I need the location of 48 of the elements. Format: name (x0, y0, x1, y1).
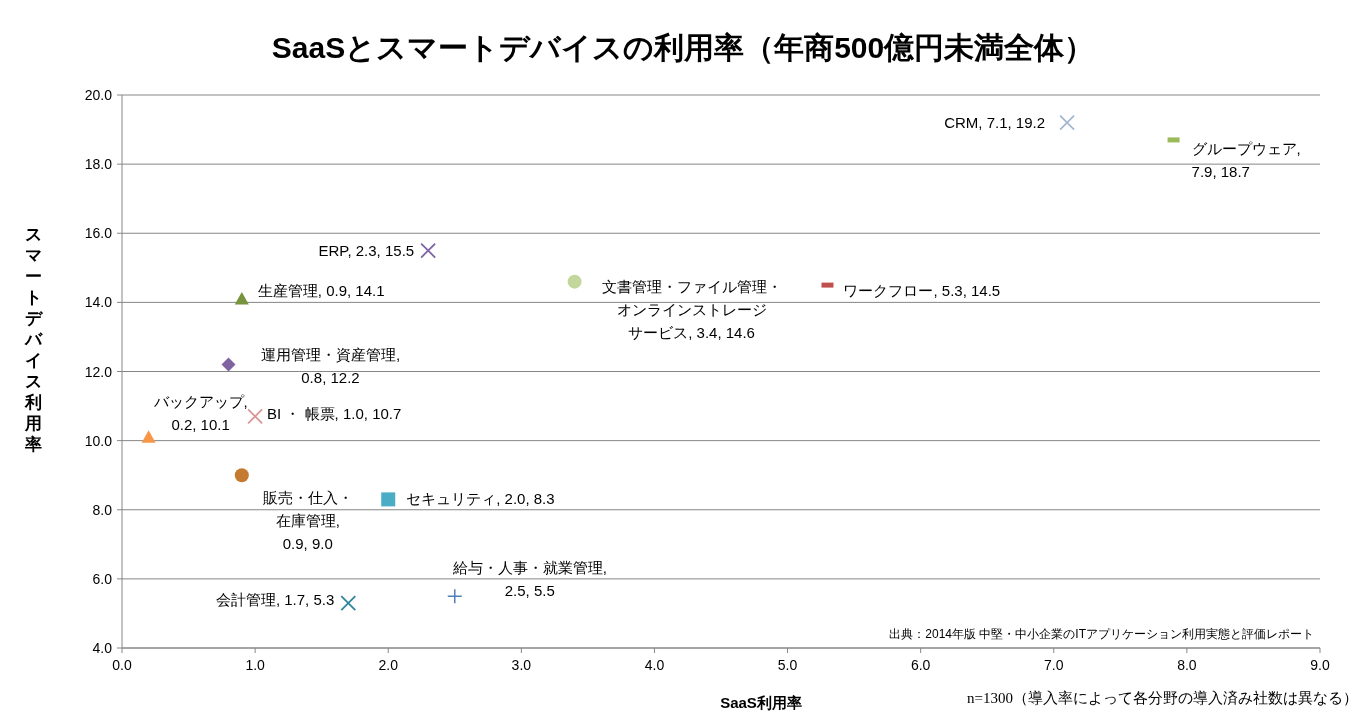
data-label: グループウェア, 7.9, 18.7 (1191, 139, 1301, 180)
point (420, 242, 437, 259)
data-label: CRM, 7.1, 19.2 (944, 113, 1046, 131)
chart-title: SaaSとスマートデバイスの利用率（年商500億円未満全体） (271, 31, 1095, 64)
x-tick-label: 2.0 (378, 657, 399, 673)
x-tick-label: 7.0 (1044, 657, 1064, 673)
point (234, 291, 249, 305)
point (1059, 114, 1075, 131)
x-tick-label: 8.0 (1177, 657, 1197, 673)
point (221, 357, 236, 372)
data-label: セキュリティ, 2.0, 8.3 (406, 490, 555, 508)
x-tick-label: 9.0 (1310, 657, 1330, 673)
x-tick-label: 4.0 (644, 657, 665, 673)
point (141, 430, 156, 443)
y-tick-label: 20.0 (84, 87, 113, 103)
y-tick-label: 14.0 (84, 294, 113, 311)
x-axis-title: SaaS利用率 (720, 694, 802, 711)
data-label: 販売・仕入・在庫管理, 0.9, 9.0 (262, 489, 353, 553)
y-tick-label: 8.0 (92, 501, 113, 518)
data-label: 文書管理・ファイル管理・オンラインストレージサービス, 3.4, 14.6 (601, 277, 782, 341)
point (381, 492, 396, 507)
data-label: 会計管理, 1.7, 5.3 (215, 591, 335, 609)
x-tick-label: 5.0 (777, 657, 798, 673)
y-tick-label: 12.0 (84, 363, 113, 380)
y-tick-label: 16.0 (84, 225, 113, 242)
point (234, 468, 249, 483)
data-label: BI ・ 帳票, 1.0, 10.7 (267, 405, 402, 423)
text: スマートデバイス利用率 (24, 225, 42, 454)
data-label: ワークフロー, 5.3, 14.5 (843, 282, 1001, 300)
text: n=1300（導入率によって各分野の導入済み社数は異なる） (967, 690, 1358, 706)
data-label: 運用管理・資産管理, 0.8, 12.2 (260, 345, 401, 386)
annotation: 出典：2014年版 中堅・中小企業のITアプリケーション利用実態と評価レポート (889, 627, 1314, 641)
x-tick-label: 3.0 (511, 657, 532, 673)
point (247, 408, 264, 425)
data-label: バックアップ, 0.2, 10.1 (152, 393, 248, 434)
data-label: 給与・人事・就業管理, 2.5, 5.5 (451, 559, 607, 600)
point (340, 595, 357, 611)
y-tick-label: 4.0 (92, 640, 113, 656)
y-tick-label: 10.0 (84, 432, 113, 449)
x-tick-label: 6.0 (910, 657, 931, 673)
x-tick-label: 1.0 (245, 657, 266, 673)
y-tick-label: 18.0 (84, 156, 113, 173)
point (447, 588, 463, 604)
data-label: ERP, 2.3, 15.5 (318, 241, 415, 259)
data-label: 生産管理, 0.9, 14.1 (257, 281, 385, 299)
point (567, 274, 582, 289)
y-tick-label: 6.0 (92, 570, 113, 587)
x-tick-label: 0.0 (112, 657, 132, 673)
